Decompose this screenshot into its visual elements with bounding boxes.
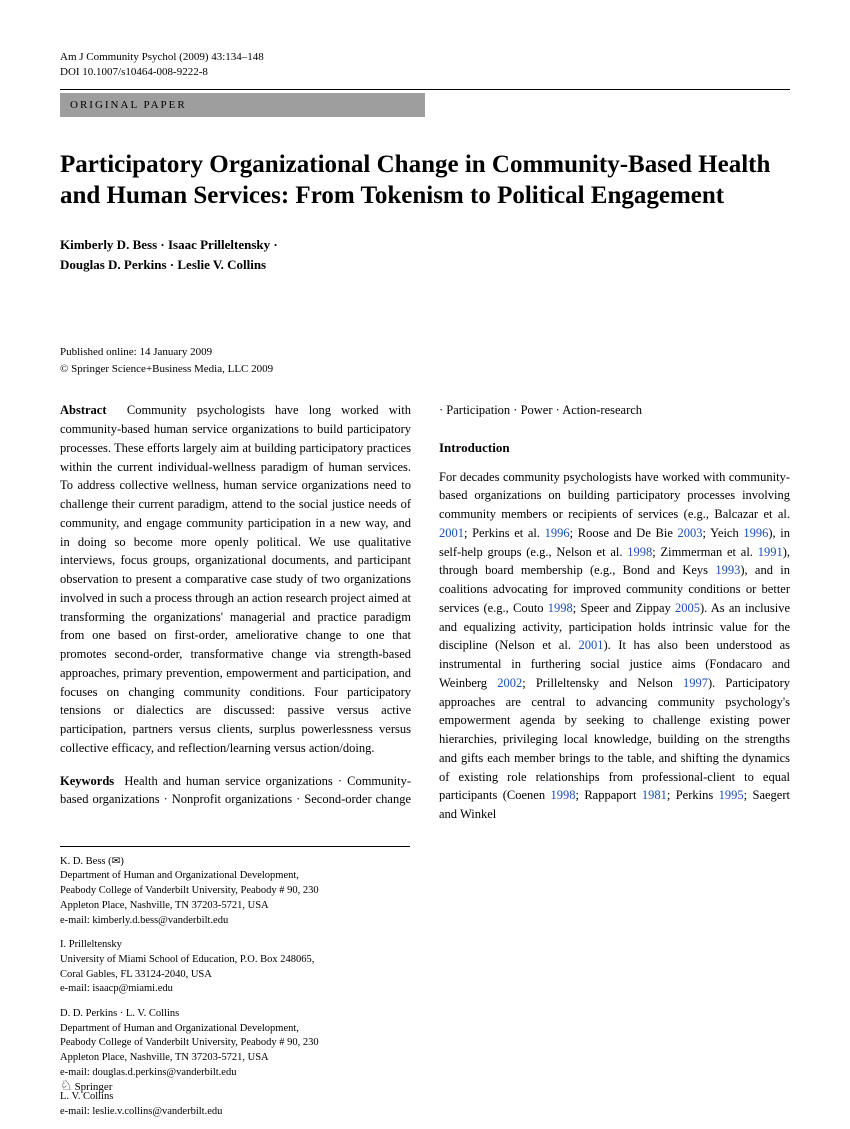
affil-address: Coral Gables, FL 33124-2040, USA: [60, 968, 410, 983]
author-list: Kimberly D. Bess · Isaac Prilleltensky ·…: [60, 235, 790, 274]
body-columns: Abstract Community psychologists have lo…: [60, 401, 790, 824]
author-affil-name: K. D. Bess (✉): [60, 855, 410, 870]
citation-link[interactable]: 2001: [579, 638, 604, 652]
affil-dept: Department of Human and Organizational D…: [60, 869, 410, 884]
copyright-line: © Springer Science+Business Media, LLC 2…: [60, 361, 790, 378]
affil-address: University of Miami School of Education,…: [60, 953, 410, 968]
citation-link[interactable]: 1998: [548, 601, 573, 615]
affiliation-entry: L. V. Collins e-mail: leslie.v.collins@v…: [60, 1090, 410, 1119]
affil-address: Appleton Place, Nashville, TN 37203-5721…: [60, 1051, 410, 1066]
introduction-paragraph: For decades community psychologists have…: [439, 468, 790, 824]
citation-link[interactable]: 1997: [683, 676, 708, 690]
abstract-paragraph: Abstract Community psychologists have lo…: [60, 401, 411, 757]
doi-line: DOI 10.1007/s10464-008-9222-8: [60, 65, 790, 80]
affil-email: e-mail: douglas.d.perkins@vanderbilt.edu: [60, 1066, 410, 1081]
citation-link[interactable]: 2001: [439, 526, 464, 540]
citation-link[interactable]: 1996: [545, 526, 570, 540]
affil-email: e-mail: kimberly.d.bess@vanderbilt.edu: [60, 914, 410, 929]
affiliation-entry: I. Prilleltensky University of Miami Sch…: [60, 938, 410, 997]
author-affil-name: D. D. Perkins · L. V. Collins: [60, 1007, 410, 1022]
affil-dept: Department of Human and Organizational D…: [60, 1022, 410, 1037]
publisher-name: Springer: [75, 1081, 113, 1093]
citation-link[interactable]: 1995: [719, 788, 744, 802]
citation-link[interactable]: 1998: [627, 545, 652, 559]
affil-email: e-mail: leslie.v.collins@vanderbilt.edu: [60, 1105, 410, 1120]
citation-link[interactable]: 1993: [715, 563, 740, 577]
article-title: Participatory Organizational Change in C…: [60, 149, 790, 212]
citation-link[interactable]: 1991: [758, 545, 783, 559]
published-online: Published online: 14 January 2009: [60, 344, 790, 361]
citation-link[interactable]: 1981: [642, 788, 667, 802]
journal-header: Am J Community Psychol (2009) 43:134–148…: [60, 50, 790, 81]
authors-line-2: Douglas D. Perkins · Leslie V. Collins: [60, 255, 790, 275]
affil-email: e-mail: isaacp@miami.edu: [60, 982, 410, 997]
affil-address: Peabody College of Vanderbilt University…: [60, 1036, 410, 1051]
affiliation-entry: K. D. Bess (✉) Department of Human and O…: [60, 855, 410, 928]
article-category: ORIGINAL PAPER: [60, 93, 425, 117]
affiliation-entry: D. D. Perkins · L. V. Collins Department…: [60, 1007, 410, 1080]
header-rule: [60, 89, 790, 90]
journal-citation: Am J Community Psychol (2009) 43:134–148: [60, 50, 790, 65]
abstract-label: Abstract: [60, 403, 107, 417]
publisher-logo: ♘Springer: [60, 1078, 112, 1095]
authors-line-1: Kimberly D. Bess · Isaac Prilleltensky ·: [60, 235, 790, 255]
affil-address: Peabody College of Vanderbilt University…: [60, 884, 410, 899]
springer-horse-icon: ♘: [60, 1078, 73, 1095]
affil-address: Appleton Place, Nashville, TN 37203-5721…: [60, 899, 410, 914]
abstract-text: Community psychologists have long worked…: [60, 403, 411, 755]
affiliations-block: K. D. Bess (✉) Department of Human and O…: [60, 846, 410, 1120]
citation-link[interactable]: 1996: [743, 526, 768, 540]
publication-info: Published online: 14 January 2009 © Spri…: [60, 344, 790, 377]
keywords-label: Keywords: [60, 774, 114, 788]
citation-link[interactable]: 2003: [678, 526, 703, 540]
author-affil-name: I. Prilleltensky: [60, 938, 410, 953]
citation-link[interactable]: 2002: [497, 676, 522, 690]
citation-link[interactable]: 2005: [675, 601, 700, 615]
citation-link[interactable]: 1998: [550, 788, 575, 802]
author-affil-name: L. V. Collins: [60, 1090, 410, 1105]
introduction-heading: Introduction: [439, 438, 790, 458]
